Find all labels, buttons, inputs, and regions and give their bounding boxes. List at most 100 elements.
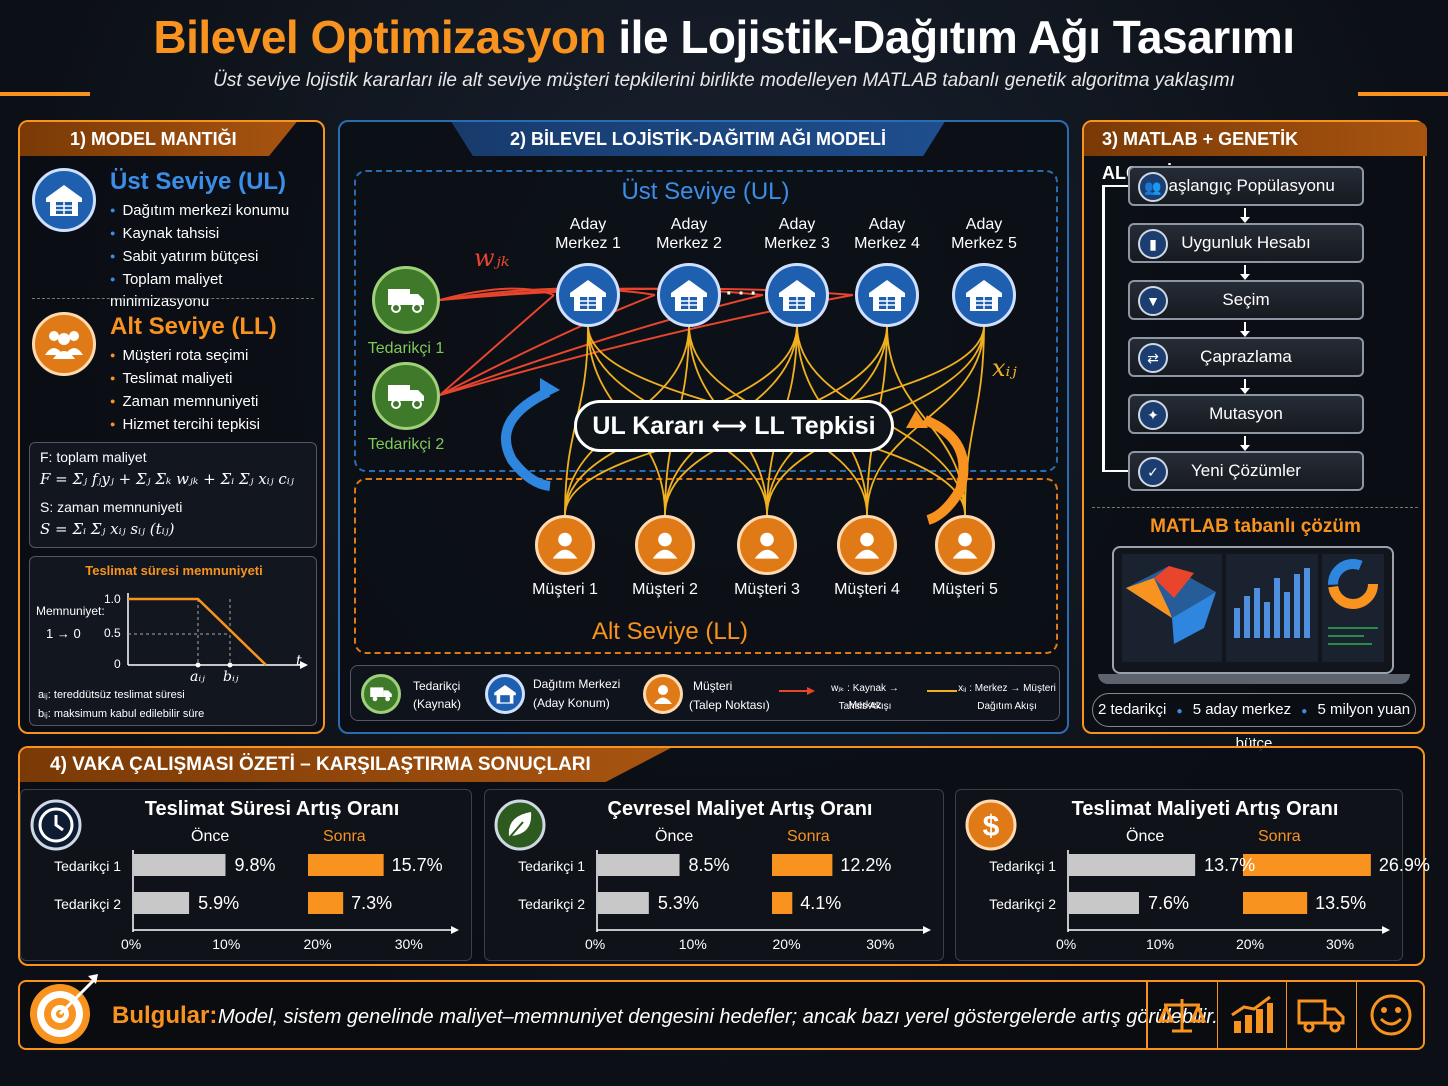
sat-ylabel: Memnuniyet: [36,604,105,618]
value-label-after: 15.7% [391,855,443,875]
value-label-before: 7.6% [1147,893,1189,913]
category-label: Tedarikçi 1 [54,858,121,874]
value-label-after: 7.3% [351,893,393,913]
legend-customer-sub: (Talep Noktası) [689,698,770,712]
truck-icon [388,289,424,313]
ul-ll-interaction-pill: UL Kararı ⟷ LL Tepkisi [574,400,894,452]
ga-step-label: Seçim [1222,290,1270,309]
bar-before [1069,892,1139,914]
people-group-icon [32,312,96,376]
ll-zone-label: Alt Seviye (LL) [591,618,749,645]
laptop-screen [1112,546,1394,674]
list-item: Kaynak tahsisi [110,222,323,245]
tick-label: 10% [212,936,241,952]
tick-label: 20% [303,936,332,952]
s-formula: S = Σᵢ Σⱼ xᵢⱼ sᵢⱼ (tᵢⱼ) [40,520,175,538]
ul-zone-label: Üst Seviye (UL) [621,178,790,205]
center-node-1 [556,263,620,327]
case-parameters: 2 tedarikçi ● 5 aday merkez ● 5 milyon y… [1092,693,1416,752]
tick-label: 20% [1236,936,1265,952]
value-label-after: 13.5% [1315,893,1367,913]
chart-title: Teslimat Maliyeti Artış Oranı [1071,798,1339,820]
check-icon: ✓ [1138,457,1168,487]
ga-step-label: Çaprazlama [1200,347,1292,366]
supplier-1-node [372,266,440,334]
param-suppliers: 2 tedarikçi [1097,701,1167,718]
center-node-3 [765,263,829,327]
truck-icon [388,385,424,409]
ga-step-label: Uygunluk Hesabı [1181,233,1311,252]
legend-after: Sonra [1258,828,1301,845]
matlab-ga-title: 3) MATLAB + GENETİK ALGORİTMA [1084,122,1427,183]
ga-step-label: Başlangıç Popülasyonu [1157,176,1335,195]
tick-label: 20% [772,936,801,952]
warehouse-icon [32,168,96,232]
header-rule-right [1358,92,1448,96]
bar-chart-svg [132,850,459,934]
center-label-3: Aday Merkez 3 [764,216,830,252]
red-arrow-icon [779,687,815,695]
bar-before [134,854,226,876]
truck-icon [1287,982,1357,1048]
legend-after: Sonra [323,828,366,845]
warehouse-icon [869,280,905,311]
f-label: F: toplam maliyet [40,449,147,465]
ll-arrow-head [906,410,928,428]
flow-arrow [1240,265,1250,280]
w-flow-line [439,287,656,301]
leaf-icon [493,798,547,857]
center-label-1: Aday Merkez 1 [555,216,621,252]
sat-y0: 0 [114,657,121,671]
bar-chart-icon: ▮ [1138,229,1168,259]
legend-customer: Müşteri [693,679,733,693]
ga-step-3: ▼ Seçim [1128,280,1364,320]
warehouse-icon [485,674,525,714]
loop-line-top [1102,185,1128,187]
center-node-2 [657,263,721,327]
legend-supplier-sub: (Kaynak) [413,697,462,711]
bar-after [1243,854,1371,876]
person-icon [552,532,578,559]
customer-node-2 [635,515,695,575]
center-label-5: Aday Merkez 5 [951,216,1017,252]
bar-before [598,854,680,876]
value-label-before: 8.5% [688,855,730,875]
ul-list: Dağıtım merkezi konumu Kaynak tahsisi Sa… [110,199,323,313]
value-label-after: 26.9% [1378,855,1430,875]
bar-after [308,892,344,914]
tick-label: 0% [1056,936,1077,952]
model-logic-panel: 1) MODEL MANTIĞI Üst Seviye (UL) Dağıtım… [18,120,325,734]
bar-after [772,892,793,914]
ga-step-label: Mutasyon [1209,404,1283,423]
laptop-base [1098,674,1410,684]
ll-list: Müşteri rota seçimi Teslimat maliyeti Za… [110,344,260,436]
x-flow-label: xᵢⱼ [992,354,1017,382]
comparison-chart-3: $ Teslimat Maliyeti Artış Oranı Önce Sonra T… [955,789,1430,961]
loop-line [1102,185,1105,472]
supplier-2-label: Tedarikçi 2 [367,436,445,453]
bar-before [134,892,190,914]
shuffle-icon: ⇄ [1138,343,1168,373]
chart-title: Çevresel Maliyet Artış Oranı [607,798,873,820]
network-legend: Tedarikçi (Kaynak) Dağıtım Merkezi (Aday… [350,665,1060,721]
bar-chart-svg [596,850,931,934]
page-subtitle: Üst seviye lojistik kararları ile alt se… [213,70,1235,91]
legend-x: xᵢⱼ : Merkez → Müşteri [958,683,1056,694]
ll-zone [354,478,1058,654]
svg-text:$: $ [983,810,1000,843]
dna-icon: ✦ [1138,400,1168,430]
clock-icon [29,798,83,857]
customer-label-4: Müşteri 4 [834,581,900,598]
w-flow-line [439,294,555,396]
s-label: S: zaman memnuniyeti [40,499,183,515]
list-item: Zaman memnuniyeti [110,390,260,413]
legend-w: wⱼₖ : Kaynak → Merkez [831,683,899,711]
customer-node-3 [737,515,797,575]
sat-y1: 1.0 [104,592,121,606]
ul-arrow-head [540,378,560,400]
people-icon: 👥 [1138,172,1168,202]
legend-before: Önce [655,828,694,845]
legend-before: Önce [1126,828,1165,845]
tick-label: 30% [1326,936,1355,952]
ga-step-5: ✦ Mutasyon [1128,394,1364,434]
